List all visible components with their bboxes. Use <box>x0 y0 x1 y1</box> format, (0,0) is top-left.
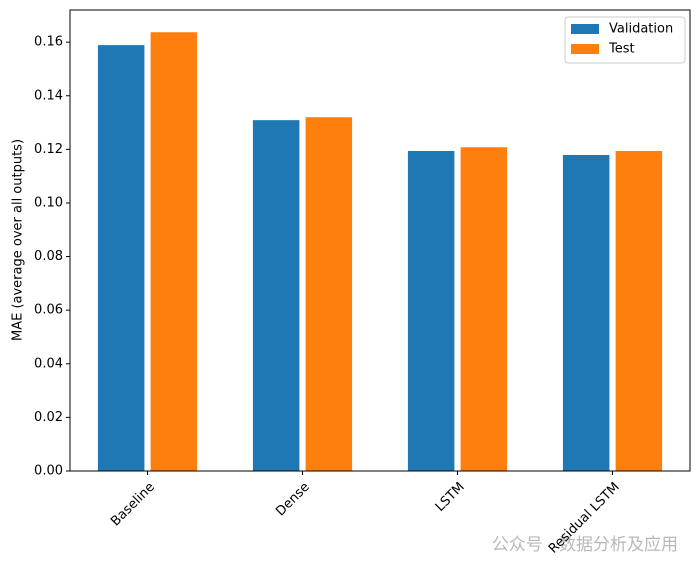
bar <box>305 117 353 472</box>
bar <box>252 120 300 471</box>
y-tick-label: 0.08 <box>34 249 63 264</box>
y-tick-label: 0.06 <box>34 303 63 318</box>
x-tick-label: Dense <box>273 480 313 520</box>
legend-swatch <box>571 24 599 34</box>
x-tick-label: LSTM <box>433 480 468 515</box>
bar <box>407 150 455 472</box>
y-tick-label: 0.14 <box>34 88 63 103</box>
legend-label: Validation <box>609 22 673 37</box>
bar <box>562 155 610 471</box>
y-axis-label: MAE (average over all outputs) <box>11 139 26 341</box>
x-tick-label: Baseline <box>108 480 158 530</box>
bar <box>615 150 663 472</box>
y-tick-label: 0.00 <box>34 464 63 479</box>
legend-swatch <box>571 44 599 54</box>
bar <box>150 32 198 471</box>
y-tick-label: 0.12 <box>34 142 63 157</box>
plot-frame <box>69 9 691 472</box>
y-tick-label: 0.10 <box>34 195 63 210</box>
y-tick-label: 0.16 <box>34 35 63 50</box>
bar <box>460 147 508 471</box>
legend-label: Test <box>608 42 635 57</box>
y-tick-label: 0.02 <box>34 410 63 425</box>
bar <box>97 45 145 471</box>
watermark: 公众号 · 数据分析及应用 <box>492 535 678 555</box>
y-tick-label: 0.04 <box>34 356 63 371</box>
